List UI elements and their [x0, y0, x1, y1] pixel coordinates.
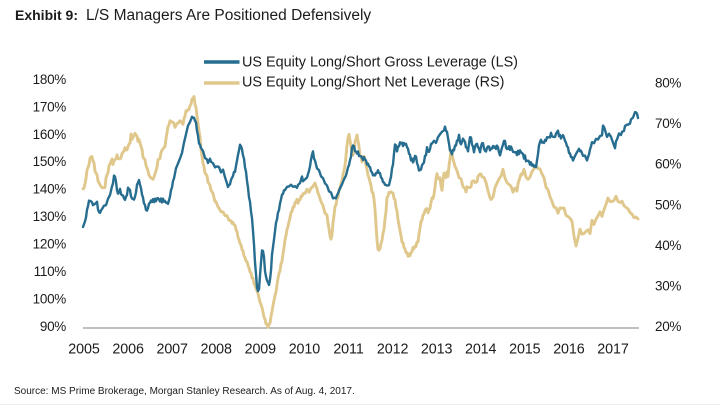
svg-text:2014: 2014: [465, 342, 497, 358]
svg-text:70%: 70%: [655, 116, 681, 131]
svg-text:140%: 140%: [33, 182, 67, 197]
svg-text:2012: 2012: [377, 342, 409, 358]
svg-text:Source: MS Prime Brokerage, Mo: Source: MS Prime Brokerage, Morgan Stanl…: [14, 386, 355, 397]
svg-text:120%: 120%: [33, 237, 67, 252]
svg-text:2016: 2016: [553, 342, 585, 358]
svg-text:160%: 160%: [33, 127, 67, 142]
svg-text:20%: 20%: [655, 319, 681, 334]
svg-text:US Equity Long/Short Net Lever: US Equity Long/Short Net Leverage (RS): [242, 75, 504, 91]
svg-text:50%: 50%: [655, 197, 681, 212]
svg-text:2017: 2017: [597, 342, 629, 358]
svg-text:60%: 60%: [655, 157, 681, 172]
svg-text:40%: 40%: [655, 238, 681, 253]
svg-text:2007: 2007: [156, 342, 188, 358]
svg-text:170%: 170%: [33, 99, 67, 114]
svg-text:2008: 2008: [200, 342, 232, 358]
svg-text:US Equity Long/Short Gross Lev: US Equity Long/Short Gross Leverage (LS): [242, 55, 518, 71]
svg-text:100%: 100%: [33, 292, 67, 307]
svg-text:L/S Managers Are Positioned De: L/S Managers Are Positioned Defensively: [86, 7, 371, 24]
svg-text:2006: 2006: [112, 342, 144, 358]
svg-text:2010: 2010: [289, 342, 321, 358]
svg-text:130%: 130%: [33, 209, 67, 224]
svg-text:90%: 90%: [40, 319, 66, 334]
svg-text:110%: 110%: [34, 264, 67, 279]
svg-text:180%: 180%: [33, 72, 67, 87]
svg-text:2013: 2013: [421, 342, 453, 358]
svg-text:2005: 2005: [68, 342, 100, 358]
svg-text:80%: 80%: [655, 76, 681, 91]
svg-text:2015: 2015: [509, 342, 541, 358]
svg-text:2011: 2011: [333, 342, 363, 358]
svg-text:150%: 150%: [33, 154, 67, 169]
svg-text:30%: 30%: [655, 279, 681, 294]
svg-text:Exhibit 9:: Exhibit 9:: [15, 7, 78, 23]
svg-text:2009: 2009: [245, 342, 277, 358]
